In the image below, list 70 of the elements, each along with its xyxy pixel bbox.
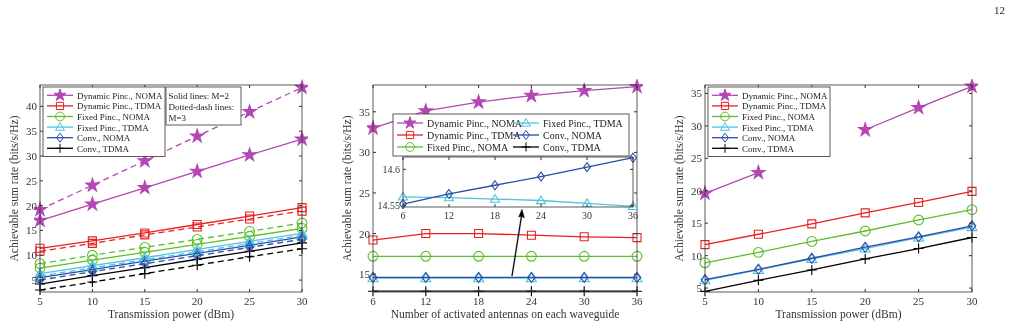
y-axis-title: Achievable sum rate (bits/s/Hz) [8,115,21,262]
legend-label: Conv., NOMA [742,133,796,144]
x-axis-title: Transmission power (dBm) [775,308,902,321]
y-tick-label: 5 [696,282,703,295]
y-tick-label: 35 [691,87,703,100]
legend-label: Dynamic Pinc., NOMA [427,117,523,129]
legend-label: Fixed Pinc., NOMA [77,112,151,122]
legend-label: Dynamic Pinc., NOMA [742,90,828,101]
legend-label: Conv., NOMA [77,133,131,144]
x-tick-label: 20 [859,295,872,307]
x-tick-label: 12 [420,295,432,307]
x-tick-label: 18 [490,210,500,221]
x-tick-label: 10 [752,295,765,307]
y-tick-label: 20 [359,227,371,240]
y-tick-label: 25 [691,152,703,165]
text: 12 [994,4,1005,16]
legend-label: Conv., TDMA [543,141,602,153]
x-axis-title: Number of activated antennas on each waveguide [390,308,620,321]
y-tick-label: 5 [31,274,38,287]
annotation: Dotted-dash lines: M=3 [168,102,235,123]
legend-label: Fixed Pinc., TDMA [77,122,150,133]
x-tick-label: 6 [400,210,406,221]
y-tick-label: 25 [359,186,371,199]
x-tick-label: 36 [628,210,638,221]
y-axis-title: Achievable sum rate (bits/s/Hz) [673,115,686,262]
legend-label: Dynamic Pinc., TDMA [742,101,827,112]
y-tick-label: 15 [359,268,371,281]
x-tick-label: 30 [296,295,308,307]
x-tick-label: 30 [582,210,592,221]
x-tick-label: 6 [370,295,377,307]
x-tick-label: 15 [806,295,818,307]
legend-label: Fixed Pinc., TDMA [543,117,624,129]
y-tick-label: 15 [26,224,38,237]
y-tick-label: 14.55 [377,200,400,212]
x-axis-title: Transmission power (dBm) [107,308,235,321]
x-tick-label: 25 [244,295,256,307]
x-tick-label: 25 [913,295,925,307]
legend-label: Dynamic Pinc., TDMA [77,101,162,112]
y-tick-label: 30 [691,119,703,132]
y-axis-title: Achievable sum rate (bits/s/Hz) [341,115,354,262]
y-tick-label: 30 [359,146,371,159]
x-tick-label: 24 [536,210,546,221]
legend-label: Conv., TDMA [742,143,795,154]
y-tick-label: 40 [26,100,38,113]
y-tick-label: 20 [691,184,703,197]
x-tick-label: 24 [525,295,538,307]
x-tick-label: 30 [578,295,591,307]
x-tick-label: 30 [966,295,978,307]
x-tick-label: 36 [631,295,643,307]
y-tick-label: 35 [359,105,371,118]
y-tick-label: 35 [26,125,38,138]
x-tick-label: 10 [86,295,99,307]
annotation: Solid lines: M=2 [168,91,230,101]
legend-label: Dynamic Pinc., TDMA [427,129,522,141]
y-tick-label: 20 [26,199,38,212]
x-tick-label: 12 [444,210,454,221]
legend-label: Fixed Pinc., NOMA [427,141,509,153]
legend-label: Fixed Pinc., TDMA [742,122,815,133]
legend-label: Dynamic Pinc., NOMA [77,90,163,101]
y-tick-label: 10 [691,249,703,262]
x-tick-label: 15 [139,295,151,307]
x-tick-label: 20 [191,295,204,307]
legend-label: Conv., TDMA [77,143,130,154]
y-tick-label: 25 [26,174,38,187]
y-tick-label: 10 [26,249,38,262]
x-tick-label: 18 [473,295,485,307]
legend-label: Fixed Pinc., NOMA [742,112,816,122]
y-tick-label: 14.6 [382,163,400,175]
legend-label: Conv., NOMA [543,129,603,141]
y-tick-label: 30 [26,149,38,162]
